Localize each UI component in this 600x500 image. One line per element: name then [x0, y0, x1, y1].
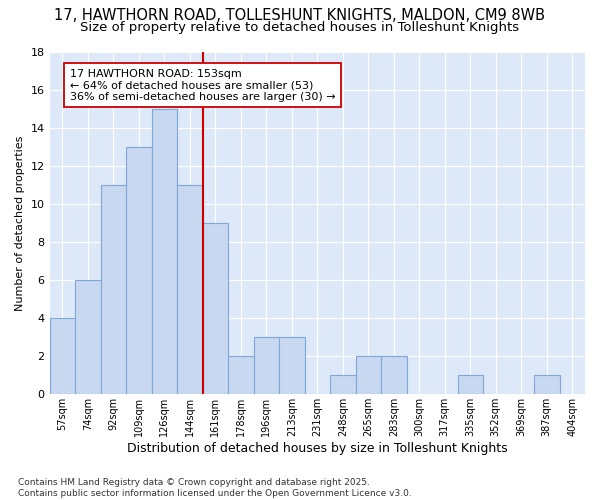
Bar: [534, 375, 560, 394]
X-axis label: Distribution of detached houses by size in Tolleshunt Knights: Distribution of detached houses by size …: [127, 442, 508, 455]
Bar: [203, 223, 228, 394]
Bar: [356, 356, 381, 395]
Bar: [75, 280, 101, 394]
Y-axis label: Number of detached properties: Number of detached properties: [15, 135, 25, 310]
Text: Size of property relative to detached houses in Tolleshunt Knights: Size of property relative to detached ho…: [80, 21, 520, 34]
Bar: [50, 318, 75, 394]
Bar: [458, 375, 483, 394]
Bar: [279, 337, 305, 394]
Bar: [228, 356, 254, 395]
Bar: [177, 185, 203, 394]
Text: 17 HAWTHORN ROAD: 153sqm
← 64% of detached houses are smaller (53)
36% of semi-d: 17 HAWTHORN ROAD: 153sqm ← 64% of detach…: [70, 68, 335, 102]
Bar: [152, 108, 177, 395]
Bar: [126, 146, 152, 394]
Bar: [101, 185, 126, 394]
Bar: [330, 375, 356, 394]
Bar: [381, 356, 407, 395]
Text: Contains HM Land Registry data © Crown copyright and database right 2025.
Contai: Contains HM Land Registry data © Crown c…: [18, 478, 412, 498]
Bar: [254, 337, 279, 394]
Text: 17, HAWTHORN ROAD, TOLLESHUNT KNIGHTS, MALDON, CM9 8WB: 17, HAWTHORN ROAD, TOLLESHUNT KNIGHTS, M…: [55, 8, 545, 22]
